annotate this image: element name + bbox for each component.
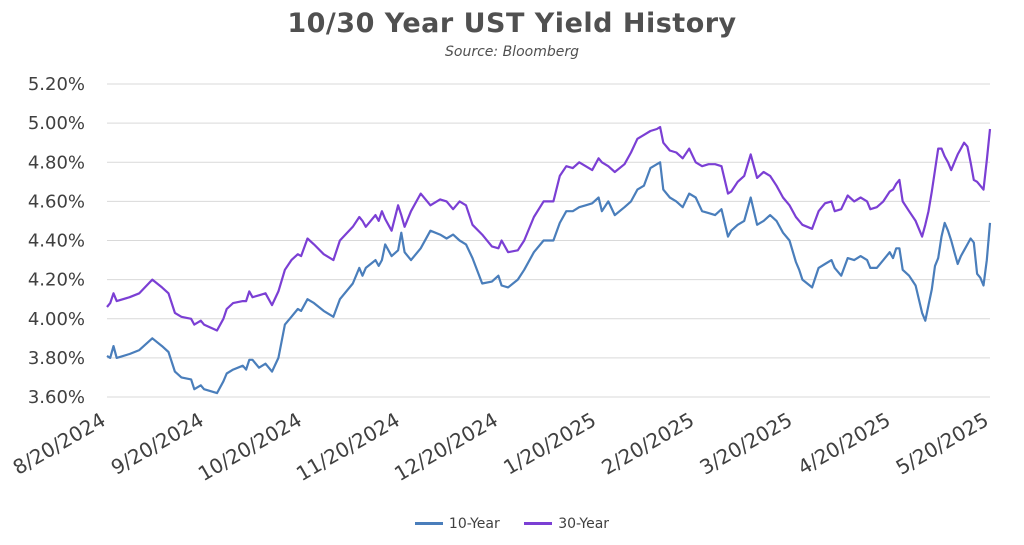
chart-title: 10/30 Year UST Yield History — [287, 8, 737, 39]
y-tick-label: 5.20% — [28, 74, 85, 95]
x-tick-label: 1/20/2025 — [499, 408, 600, 480]
legend-swatch-30-year — [524, 522, 553, 525]
legend-label-30-year: 30-Year — [558, 515, 610, 532]
x-tick-label: 4/20/2025 — [794, 408, 895, 480]
x-tick-label: 9/20/2024 — [107, 408, 208, 480]
x-tick-label: 2/20/2025 — [597, 408, 698, 480]
y-tick-label: 4.00% — [28, 309, 85, 330]
legend-item-10-year: 10-Year — [414, 515, 500, 532]
y-tick-label: 4.60% — [28, 191, 85, 212]
y-tick-label: 4.20% — [28, 270, 85, 291]
series-line-10-year — [106, 161, 992, 395]
x-tick-label: 5/20/2025 — [892, 408, 993, 480]
series-line-30-year — [106, 125, 992, 332]
x-tick-label: 10/20/2024 — [194, 408, 306, 486]
y-tick-label: 3.60% — [28, 387, 85, 408]
legend-label-10-year: 10-Year — [448, 515, 500, 532]
y-tick-label: 4.40% — [28, 231, 85, 252]
x-tick-label: 12/20/2024 — [390, 408, 502, 486]
y-tick-label: 4.80% — [28, 152, 85, 173]
x-axis: 8/20/20249/20/202410/20/202411/20/202412… — [9, 408, 993, 486]
legend: 10-Year 30-Year — [0, 513, 1024, 532]
y-tick-label: 3.80% — [28, 348, 85, 369]
legend-item-30-year: 30-Year — [524, 516, 609, 532]
x-tick-label: 3/20/2025 — [695, 408, 796, 480]
legend-swatch-10-year — [414, 522, 443, 525]
series-lines — [106, 125, 992, 395]
y-tick-label: 5.00% — [28, 113, 85, 134]
chart-subtitle: Source: Bloomberg — [445, 44, 579, 60]
y-axis: 3.60% 3.80% 4.00% 4.20% 4.40% 4.60% 4.80% 5.00%… — [28, 74, 85, 408]
x-tick-label: 11/20/2024 — [292, 408, 404, 486]
x-tick-label: 8/20/2024 — [9, 408, 110, 480]
